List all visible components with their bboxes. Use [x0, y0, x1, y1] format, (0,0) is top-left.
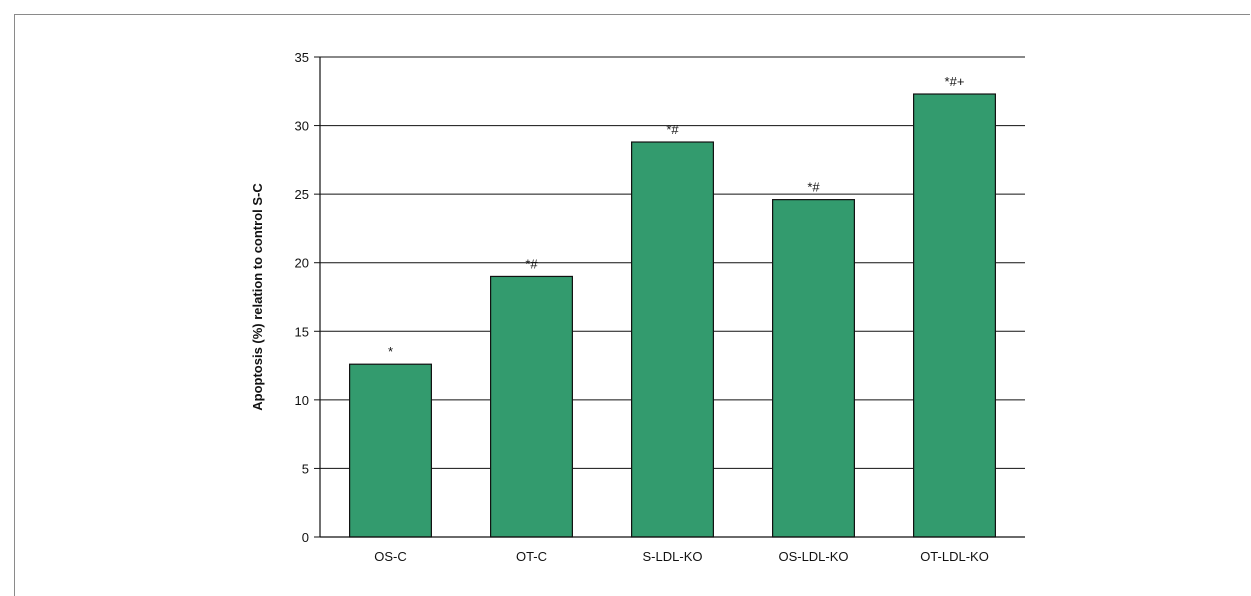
y-tick-label: 15 [295, 324, 309, 339]
bar-ot-c [490, 275, 573, 538]
labels: 0 5 10 15 20 25 30 35 * OS-C *# OT-C *# S-LDL-KO *# OS-… [295, 50, 989, 564]
axes [314, 56, 1025, 538]
bar-annotation: * [388, 344, 393, 359]
bar-os-ldl-ko [772, 199, 855, 538]
bar-annotation: *# [525, 256, 538, 271]
y-tick-label: 10 [295, 393, 309, 408]
y-tick-label: 5 [302, 461, 309, 476]
y-tick-label: 35 [295, 50, 309, 65]
y-tick-label: 30 [295, 119, 309, 134]
x-tick-label: OT-LDL-KO [920, 549, 989, 564]
bar-ot-ldl-ko [913, 93, 996, 538]
bar-annotation: *# [807, 180, 820, 195]
bar-annotation: *# [666, 122, 679, 137]
x-tick-label: OS-LDL-KO [778, 549, 848, 564]
y-tick-label: 20 [295, 256, 309, 271]
y-tick-label: 0 [302, 530, 309, 545]
x-tick-label: OT-C [516, 549, 547, 564]
bar-s-ldl-ko [631, 141, 714, 538]
bar-annotation: *#+ [945, 74, 965, 89]
bars [349, 93, 996, 538]
y-tick-label: 25 [295, 187, 309, 202]
figure-frame [14, 14, 1250, 596]
x-tick-label: OS-C [374, 549, 407, 564]
bar-os-c [349, 363, 432, 538]
y-axis-label: Apoptosis (%) relation to control S-C [250, 183, 265, 411]
x-tick-label: S-LDL-KO [643, 549, 703, 564]
